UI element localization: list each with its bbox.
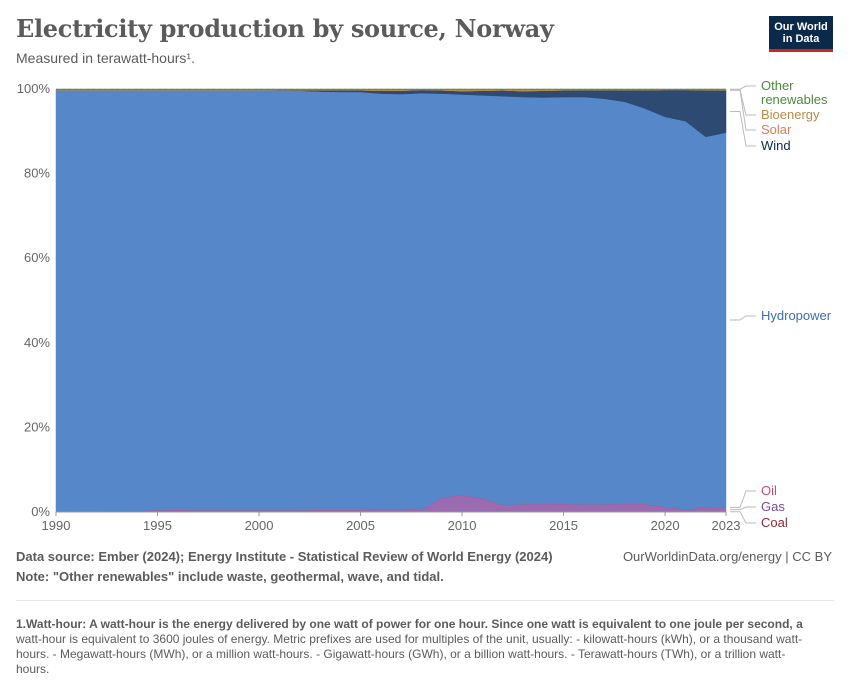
area-hydropower <box>55 90 727 512</box>
label-connector <box>730 315 756 321</box>
series-label: Gas <box>761 499 785 514</box>
series-label: renewables <box>761 92 828 107</box>
logo-line-1: Our World <box>774 21 828 33</box>
x-tick-label: 2010 <box>448 518 477 533</box>
chart-title: Electricity production by source, Norway <box>16 14 554 43</box>
x-tick-label: 2005 <box>346 518 375 533</box>
chart-subtitle: Measured in terawatt-hours¹. <box>16 50 195 66</box>
series-label: Hydropower <box>761 308 832 323</box>
footnote-heading: 1.Watt-hour: A watt-hour is the energy d… <box>16 617 803 631</box>
owid-logo[interactable]: Our World in Data <box>769 16 833 52</box>
series-label: Coal <box>761 515 788 530</box>
series-label: Solar <box>761 122 792 137</box>
y-tick-label: 20% <box>24 419 50 434</box>
footnote: 1.Watt-hour: A watt-hour is the energy d… <box>16 617 816 677</box>
label-connector <box>730 110 756 147</box>
label-connector <box>730 511 756 524</box>
series-label: Wind <box>761 138 791 153</box>
data-source: Data source: Ember (2024); Energy Instit… <box>16 549 553 564</box>
y-tick-label: 60% <box>24 250 50 265</box>
series-label: Other <box>761 78 794 93</box>
y-tick-label: 80% <box>24 166 50 181</box>
y-tick-label: 100% <box>17 81 51 96</box>
chart-note: Note: "Other renewables" include waste, … <box>16 569 444 584</box>
x-tick-label: 1995 <box>143 518 172 533</box>
label-connector <box>730 89 756 131</box>
x-tick-label: 2000 <box>245 518 274 533</box>
area-chart: 0% 20% 40% 60% 80% 100% 1990 1995 2000 2005 2010 20… <box>17 78 832 533</box>
x-tick-label: 2020 <box>651 518 680 533</box>
footnote-body: watt-hour is equivalent to 3600 joules o… <box>16 632 803 676</box>
label-connector <box>730 85 756 90</box>
series-label: Oil <box>761 483 777 498</box>
credit-link[interactable]: OurWorldinData.org/energy | CC BY <box>622 549 832 564</box>
x-tick-label: 2023 <box>712 518 741 533</box>
x-tick-label: 2015 <box>549 518 578 533</box>
y-tick-label: 40% <box>24 335 50 350</box>
y-tick-label: 0% <box>31 504 50 519</box>
label-connector <box>730 490 756 509</box>
footnote-divider <box>16 600 834 601</box>
x-tick-label: 1990 <box>42 518 71 533</box>
label-connector <box>730 506 756 511</box>
series-label: Bioenergy <box>761 107 820 122</box>
logo-line-2: in Data <box>782 33 820 45</box>
